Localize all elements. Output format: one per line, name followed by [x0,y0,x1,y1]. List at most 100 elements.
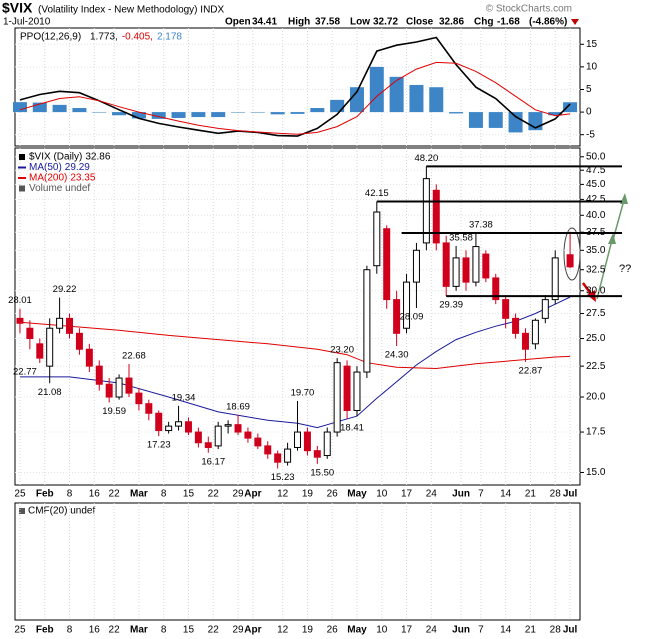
candle-body [155,412,163,432]
x-tick-label: 10 [376,489,388,500]
candle-body [521,332,529,350]
candle-body [383,228,391,301]
candle-body [452,257,460,287]
price-label: 18.69 [226,401,250,412]
histogram-bar [231,112,246,113]
legend-name: MA(200) [29,173,67,184]
candle-body [403,281,411,329]
candle-body [115,377,123,398]
ppo-legend-value: 2.178 [157,32,182,43]
candle-body [566,254,574,268]
y-tick-label: 25.0 [586,333,606,344]
candle-body [224,424,232,427]
ppo-legend-value: 1.773, [90,32,118,43]
histogram-bar [429,87,444,113]
candle-body [135,392,143,405]
x-tick-label: 14 [500,489,512,500]
price-label: 15.23 [271,472,295,483]
y-tick-label: 0 [586,107,592,118]
x-tick-label: 28 [550,625,562,636]
candle-body [194,431,202,444]
ppo-title: PPO(12,26,9) [20,32,81,43]
x-tick-label: 19 [302,625,314,636]
x-tick-label: 21 [525,625,537,636]
price-label: 21.08 [38,387,62,398]
date: 1-Jul-2010 [3,17,51,28]
x-tick-label: 8 [161,625,167,636]
x-tick-label: 8 [67,489,73,500]
histogram-bar [151,112,166,119]
candle-body [234,424,242,433]
x-tick-label: Jul [563,489,578,500]
candle-body [75,332,83,350]
price-label: 29.22 [53,284,77,295]
price-label: 37.38 [469,220,493,231]
x-tick-label: Jun [452,489,470,500]
candle-body [363,269,371,373]
histogram-bar [250,112,265,113]
ppo-line [19,36,571,137]
histogram-bar [112,112,127,116]
y-tick-label: 47.5 [586,165,606,176]
candle-body [333,362,341,433]
candle-body [353,371,361,411]
candle-body [145,403,153,414]
x-tick-label: 10 [376,625,388,636]
y-tick-label: 40.0 [586,210,606,221]
price-label: 29.39 [439,300,463,311]
histogram-bar [310,108,325,113]
y-tick-label: 20.0 [586,392,606,403]
candle-body [244,431,252,439]
price-label: 16.17 [201,456,225,467]
y-tick-label: 22.5 [586,361,606,372]
candle-body [502,299,510,319]
candle-body [373,211,381,267]
price-label: 28.09 [400,311,424,322]
candle-body [26,327,34,340]
candle-body [95,365,103,385]
legend-value: 23.35 [70,173,95,184]
x-tick-label: May [347,489,367,500]
candle-body [422,178,430,244]
candle-body [204,442,212,448]
header-label: Close [406,17,434,28]
candle-body [66,317,74,334]
histogram-bar [369,66,384,113]
price-label: 28.01 [8,295,32,306]
candle-body [492,277,500,301]
x-tick-label: Mar [130,489,148,500]
price-label: 17.23 [147,440,171,451]
histogram-bar [72,108,87,113]
price-frame [14,147,581,486]
y-tick-label: 45.0 [586,179,606,190]
histogram-bar [468,112,483,128]
candle-body [462,257,470,283]
x-tick-label: 12 [277,625,289,636]
y-tick-label: 50.0 [586,151,606,162]
candle-body [432,189,440,244]
histogram-bar [349,87,364,113]
x-tick-label: 26 [327,625,339,636]
price-label: 19.34 [172,392,196,403]
x-tick-label: 22 [208,489,220,500]
histogram-bar [488,112,503,128]
x-tick-label: 17 [401,625,413,636]
y-tick-label: 15.0 [586,467,606,478]
candle-body [46,327,54,367]
candle-body [412,249,420,283]
x-tick-label: 16 [89,625,101,636]
x-tick-label: 24 [426,625,438,636]
x-tick-label: 19 [302,489,314,500]
candle-body [531,319,539,345]
candle-body [393,299,401,334]
candle-body [16,317,24,324]
x-tick-label: 22 [208,625,220,636]
y-tick-label: 17.5 [586,427,606,438]
x-tick-label: 7 [478,489,484,500]
x-tick-label: 22 [109,489,121,500]
annotation: ?? [619,263,631,275]
y-tick-label: 32.5 [586,264,606,275]
y-tick-label: 10 [586,62,598,73]
green-arrow [596,239,613,300]
highlight-ellipse [563,227,581,281]
